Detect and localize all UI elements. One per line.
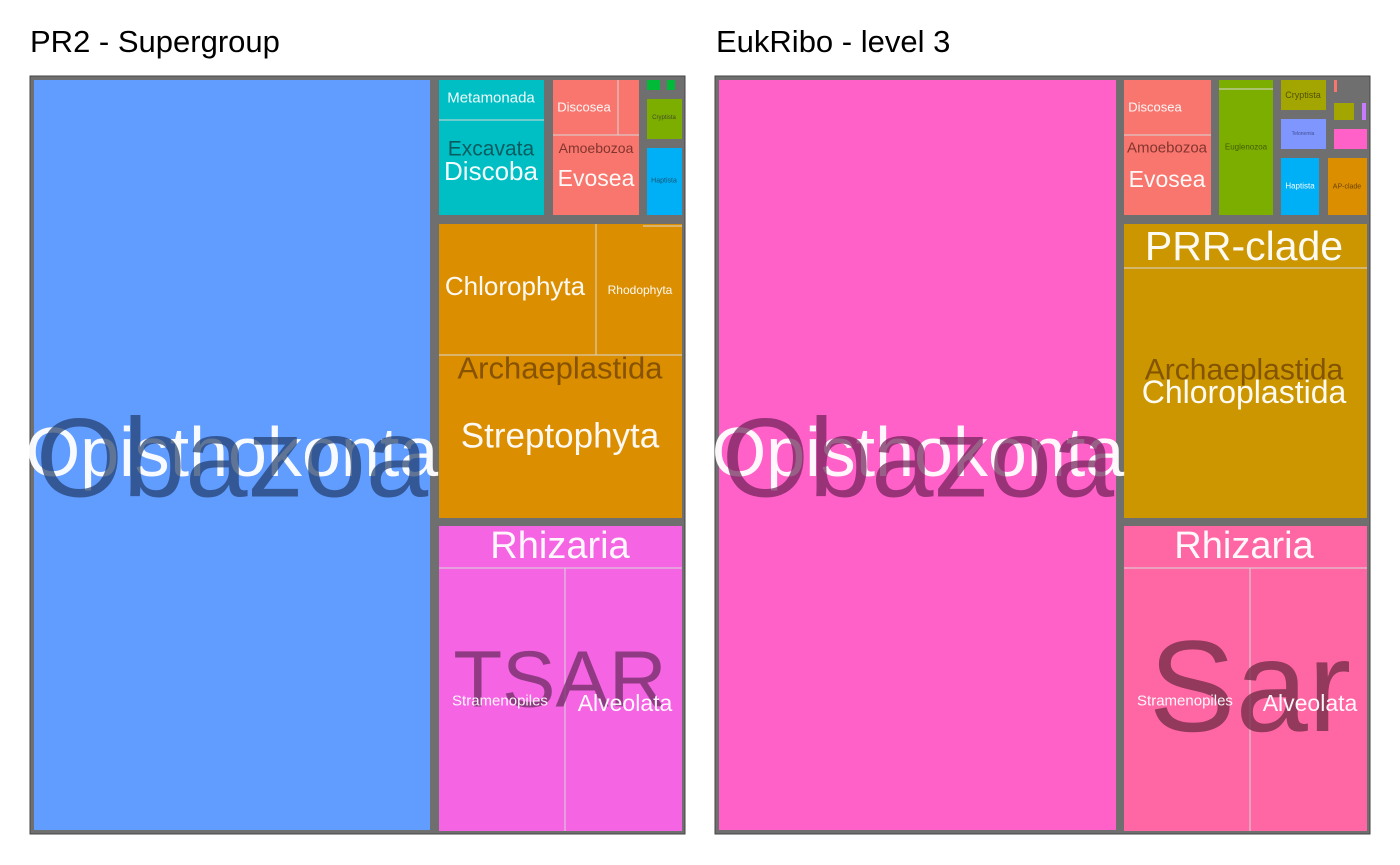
pr2-treemap-border — [29, 75, 686, 835]
eukribo-tile-cryptista — [1281, 80, 1326, 110]
eukribo-tile-minor-3 — [1334, 129, 1367, 149]
eukribo-group-label-archaeplastida: Archaeplastida — [1145, 354, 1344, 387]
eukribo-label-cryptista: Cryptista — [1285, 90, 1321, 100]
pr2-label-rhizaria: Rhizaria — [490, 525, 630, 567]
eukribo-label-ap-clade: AP-clade — [1333, 184, 1362, 191]
eukribo-label-chloroplastida: Chloroplastida — [1142, 374, 1347, 410]
eukribo-label-alveolata: Alveolata — [1263, 690, 1358, 716]
pr2-label-metamonada: Metamonada — [447, 90, 535, 107]
pr2-label-haptista: Haptista — [651, 178, 677, 185]
eukribo-tile-haptista — [1281, 158, 1319, 215]
eukribo-tile-opisthokonta — [719, 80, 1116, 830]
pr2-tile-haptista — [647, 148, 682, 215]
pr2-label-alveolata: Alveolata — [578, 690, 673, 716]
eukribo-tile-euglenozoa — [1219, 80, 1273, 215]
pr2-group-label-obazoa: Obazoa — [36, 396, 429, 521]
pr2-label-stramenopiles: Stramenopiles — [452, 693, 548, 710]
pr2-label-rhodophyta: Rhodophyta — [608, 283, 673, 297]
pr2-label-discosea: Discosea — [557, 100, 611, 115]
pr2-tile-tsar — [439, 526, 682, 831]
pr2-group-label-archaeplastida: Archaeplastida — [457, 351, 663, 386]
eukribo-tile-minor-2 — [1362, 103, 1366, 120]
pr2-label-evosea: Evosea — [558, 165, 635, 191]
eukribo-tile-ap-clade — [1328, 158, 1367, 215]
eukribo-label-euglenozoa: Euglenozoa — [1225, 143, 1268, 152]
pr2-label-cryptista: Cryptista — [652, 115, 676, 121]
pr2-tile-amoebozoa — [553, 80, 639, 215]
pr2-label-chlorophyta: Chlorophyta — [445, 271, 586, 301]
eukribo-tile-archaeplastida — [1124, 224, 1367, 518]
chart-title-pr2: PR2 - Supergroup — [30, 24, 280, 59]
chart-title-eukribo: EukRibo - level 3 — [716, 24, 951, 59]
pr2-tile-discoba — [439, 80, 544, 215]
eukribo-group-label-obazoa: Obazoa — [722, 396, 1115, 521]
eukribo-label-telonemia: Telonemia — [1292, 131, 1315, 137]
eukribo-group-label-sar: Sar — [1149, 613, 1351, 759]
pr2-label-discoba: Discoba — [444, 156, 538, 186]
pr2-label-opisthokonta: Opisthokonta — [26, 413, 439, 491]
pr2-group-label-amoebozoa: Amoebozoa — [559, 140, 634, 156]
eukribo-group-label-amoebozoa: Amoebozoa — [1127, 140, 1208, 157]
eukribo-tile-cryptista-minor — [1334, 103, 1354, 120]
eukribo-treemap-border — [714, 75, 1371, 835]
pr2-tile-archaeplastida — [439, 224, 682, 518]
eukribo-tile-amoebozoa — [1124, 80, 1211, 215]
eukribo-tile-sar — [1124, 526, 1367, 831]
pr2-tile-minor-2 — [667, 80, 675, 90]
eukribo-label-opisthokonta: Opisthokonta — [712, 413, 1125, 491]
pr2-group-label-excavata: Excavata — [448, 138, 535, 161]
eukribo-label-haptista: Haptista — [1285, 182, 1315, 191]
eukribo-label-rhizaria: Rhizaria — [1174, 525, 1314, 567]
pr2-group-label-tsar: TSAR — [453, 635, 666, 724]
pr2-label-streptophyta: Streptophyta — [461, 417, 660, 456]
eukribo-tile-minor-1 — [1334, 80, 1337, 92]
eukribo-label-discosea: Discosea — [1128, 100, 1182, 115]
eukribo-label-evosea: Evosea — [1129, 166, 1206, 192]
pr2-tile-opisthokonta — [34, 80, 430, 830]
pr2-tile-minor-1 — [647, 80, 660, 90]
eukribo-tile-telonemia — [1281, 119, 1326, 149]
eukribo-label-prr-clade: PRR-clade — [1145, 223, 1343, 269]
pr2-tile-cryptista — [647, 99, 682, 139]
eukribo-label-stramenopiles: Stramenopiles — [1137, 693, 1233, 710]
